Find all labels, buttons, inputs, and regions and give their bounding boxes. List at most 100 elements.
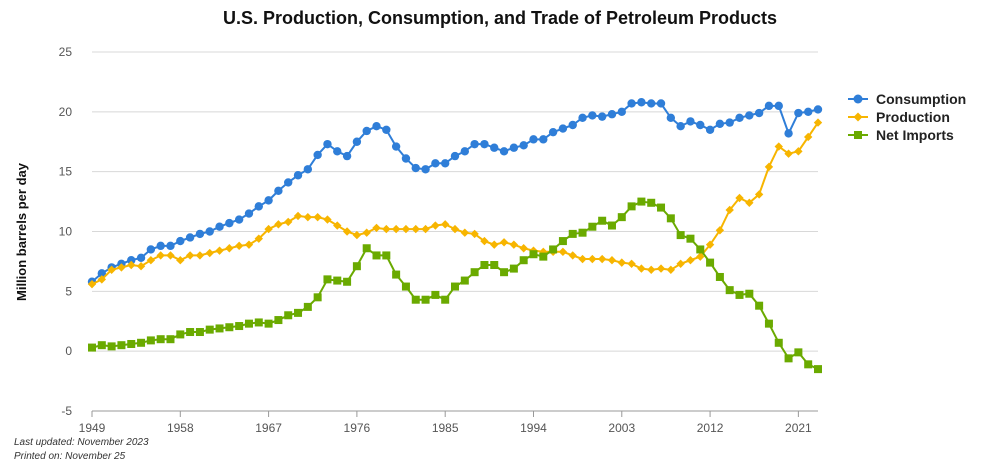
data-point: [343, 277, 352, 286]
legend-item[interactable]: Consumption: [848, 91, 966, 107]
legend-label: Production: [876, 109, 950, 125]
data-point: [784, 129, 793, 138]
legend-label: Consumption: [876, 91, 966, 107]
data-point: [519, 141, 528, 150]
data-point: [284, 178, 293, 187]
y-tick-label: 5: [65, 284, 72, 298]
data-point: [774, 142, 783, 151]
data-point: [725, 118, 734, 127]
data-point: [185, 233, 195, 242]
data-point: [303, 165, 313, 174]
last-updated-note: Last updated: November 2023: [14, 437, 149, 448]
data-point: [382, 251, 391, 260]
data-point: [529, 250, 538, 259]
data-point: [450, 151, 460, 161]
data-point: [715, 226, 725, 235]
data-point: [391, 224, 401, 234]
data-point: [725, 205, 734, 215]
series-net-imports: [88, 197, 822, 374]
data-point: [225, 323, 234, 332]
data-point: [176, 236, 185, 246]
data-point: [607, 256, 617, 265]
data-point: [185, 251, 195, 260]
data-point: [392, 270, 401, 279]
data-point: [558, 237, 567, 246]
data-point: [519, 244, 528, 253]
data-point: [480, 261, 489, 270]
data-point: [588, 111, 597, 120]
data-point: [705, 125, 715, 134]
data-point: [696, 245, 705, 254]
x-tick-label: 1976: [344, 421, 371, 435]
data-point: [205, 325, 214, 334]
data-point: [499, 238, 509, 247]
data-point: [205, 227, 214, 236]
x-tick-label: 2003: [608, 421, 635, 435]
data-point: [127, 339, 136, 348]
data-point: [774, 338, 783, 347]
data-point: [313, 150, 322, 160]
data-point: [342, 227, 352, 236]
data-point: [480, 236, 489, 246]
y-axis-label: Million barrels per day: [14, 162, 29, 301]
data-point: [784, 149, 793, 158]
data-point: [362, 244, 371, 253]
data-point: [166, 251, 175, 260]
legend-item[interactable]: Net Imports: [848, 127, 954, 143]
data-point: [617, 258, 626, 267]
data-point: [264, 224, 273, 234]
data-point: [617, 107, 626, 117]
data-point: [656, 99, 666, 108]
data-point: [794, 348, 803, 357]
y-tick-label: 10: [59, 225, 73, 239]
legend-item[interactable]: Production: [848, 109, 950, 125]
data-point: [215, 222, 224, 231]
data-point: [607, 221, 616, 230]
data-point: [794, 147, 803, 156]
data-point: [676, 231, 685, 240]
data-point: [745, 198, 754, 207]
data-point: [284, 217, 293, 227]
data-point: [117, 263, 126, 272]
data-point: [509, 264, 518, 273]
data-point: [244, 209, 254, 218]
series-layer: [87, 98, 823, 374]
data-point: [127, 260, 136, 270]
data-point: [813, 118, 823, 127]
legend[interactable]: Consumption Production Net Imports: [848, 91, 966, 143]
data-point: [588, 222, 597, 231]
data-point: [754, 190, 764, 199]
data-point: [186, 328, 195, 337]
data-point: [519, 256, 528, 265]
data-point: [333, 221, 342, 230]
data-point: [627, 202, 636, 211]
data-point: [715, 119, 725, 128]
data-point: [460, 147, 470, 156]
data-point: [647, 99, 656, 108]
data-point: [431, 159, 440, 168]
chart-title: U.S. Production, Consumption, and Trade …: [223, 8, 777, 28]
data-point: [529, 135, 538, 144]
data-point: [598, 216, 607, 225]
data-point: [470, 229, 479, 239]
data-point: [156, 335, 165, 344]
data-point: [735, 290, 744, 299]
data-point: [372, 223, 381, 233]
data-point: [146, 245, 156, 254]
data-point: [578, 113, 587, 123]
data-point: [362, 228, 371, 237]
data-point: [539, 252, 548, 261]
data-point: [225, 218, 234, 228]
data-point: [421, 165, 430, 174]
data-point: [411, 295, 420, 304]
x-tick-label: 1958: [167, 421, 194, 435]
data-point: [539, 247, 548, 257]
data-point: [303, 302, 312, 311]
data-point: [764, 162, 774, 172]
data-point: [666, 265, 676, 274]
x-axis: 1949 1958 1967 1976 1985 1994 2003 2012 2021: [79, 410, 818, 435]
data-point: [578, 228, 587, 237]
data-point: [313, 212, 322, 222]
data-point: [784, 354, 793, 363]
